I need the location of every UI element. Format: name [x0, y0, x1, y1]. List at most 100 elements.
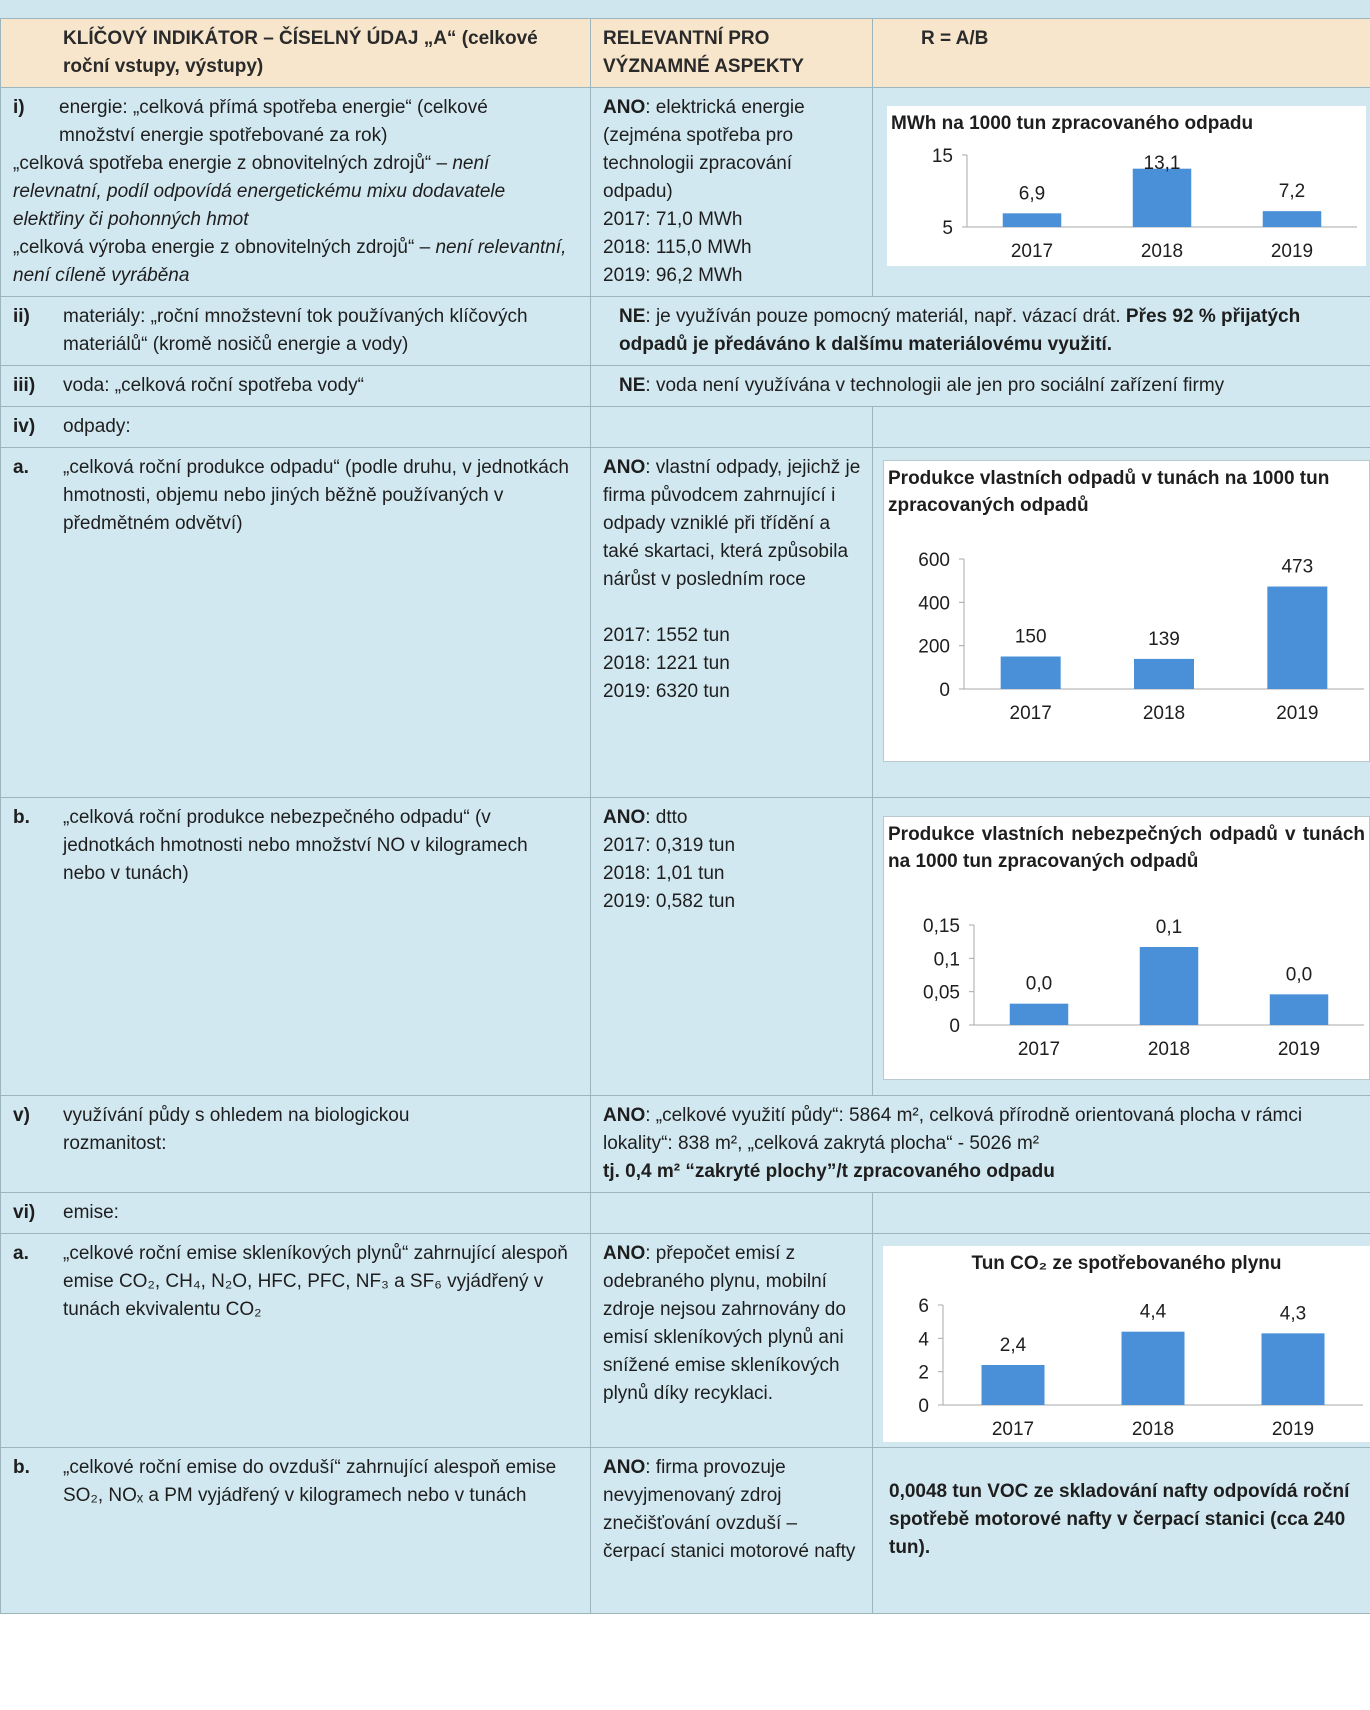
bar-2017 [981, 1365, 1045, 1405]
row-water: iii) voda: „celková roční spotřeba vody“ … [0, 365, 1370, 407]
bar-2018 [1121, 1331, 1185, 1405]
energy-num: i) [13, 97, 25, 118]
em-a-ratio: Tun CO₂ ze spotřebovaného plynu 0 2 4 6 2,4 2… [872, 1233, 1370, 1448]
row-waste-a: a. „celková roční produkce odpadu“ (podle… [0, 447, 1370, 798]
energy-2017: 2017: 71,0 MWh [603, 209, 743, 230]
top-strip [0, 0, 1370, 19]
y-tick-label: 200 [918, 637, 950, 658]
energy-chart-title: MWh na 1000 tun zpracovaného odpadu [891, 113, 1254, 134]
data-label-2019: 473 [1281, 557, 1313, 578]
waste-b-text: „celková roční produkce nebezpečného odp… [63, 807, 528, 884]
energy-ano: ANO [603, 97, 646, 118]
header-ratio: R = A/B [872, 18, 1370, 88]
bar-2018 [1134, 658, 1194, 689]
y-tick-label: 0,05 [923, 983, 960, 1004]
data-label-2017: 0,0 [1026, 974, 1052, 995]
y-tick-label: 0 [949, 1016, 960, 1037]
row-emissions: vi) emise: [0, 1192, 1370, 1234]
waste-b-2019: 2019: 0,582 tun [603, 891, 736, 912]
emissions-indicator: vi) emise: [0, 1192, 591, 1234]
x-tick-label-2018: 2018 [1141, 241, 1183, 262]
em-b-indicator: b. „celkové roční emise do ovzduší“ zahrn… [0, 1447, 591, 1614]
x-tick-label-2017: 2017 [992, 1419, 1034, 1440]
energy-renew-production-note: není relevantní, není cíleně vyráběna [13, 237, 567, 286]
waste-a-ratio: Produkce vlastních odpadů v tunách na 10… [872, 447, 1370, 798]
waste-a-num: a. [13, 457, 29, 478]
bar-2017 [1000, 656, 1061, 689]
x-tick-label-2017: 2017 [1010, 703, 1052, 724]
energy-text: energie: „celková přímá spotřeba energie… [59, 97, 488, 146]
y-tick-label: 5 [942, 218, 953, 239]
data-label-2018: 0,1 [1156, 917, 1182, 938]
y-tick-label: 2 [918, 1363, 929, 1384]
em-b-result: 0,0048 tun VOC ze skladování nafty odpov… [889, 1481, 1350, 1558]
y-tick-label: 0 [939, 680, 950, 701]
bar-2017 [1002, 213, 1062, 227]
em-b-aspect: ANO: firma provozuje nevyjmenovaný zdroj… [590, 1447, 873, 1614]
energy-2019: 2019: 96,2 MWh [603, 265, 743, 286]
waste-chart-title: Produkce vlastních odpadů v tunách na 10… [888, 468, 1330, 516]
data-label-2017: 2,4 [1000, 1335, 1027, 1356]
waste-a-indicator: a. „celková roční produkce odpadu“ (podle… [0, 447, 591, 798]
em-a-num: a. [13, 1243, 29, 1264]
y-tick-label: 0 [918, 1396, 929, 1417]
data-label-2018: 4,4 [1140, 1302, 1167, 1323]
materials-aspect: NE: je využíván pouze pomocný materiál, … [590, 296, 1370, 366]
waste-b-aspect: ANO: dtto 2017: 0,319 tun 2018: 1,01 tun… [590, 797, 873, 1096]
row-waste-b: b. „celková roční produkce nebezpečného o… [0, 797, 1370, 1096]
x-tick-label-2019: 2019 [1278, 1039, 1320, 1060]
energy-renew-production: „celková výroba energie z obnovitelných … [13, 237, 436, 258]
waste-aspect-empty [590, 406, 873, 448]
energy-2018: 2018: 115,0 MWh [603, 237, 752, 258]
data-label-2019: 0,0 [1286, 964, 1312, 985]
data-label-2018: 139 [1148, 629, 1180, 650]
waste-a-aspect-text: : vlastní odpady, jejichž je firma původ… [603, 457, 861, 590]
waste-b-aspect-text: : dtto [645, 807, 688, 828]
indicator-table: KLÍČOVÝ INDIKÁTOR – ČÍSELNÝ ÚDAJ „A“ (ce… [0, 18, 1370, 1614]
energy-indicator: i) energie: „celková přímá spotřeba energ… [0, 87, 591, 297]
row-materials: ii) materiály: „roční množstevní tok použ… [0, 296, 1370, 366]
waste-indicator: iv) odpady: [0, 406, 591, 448]
waste-a-2019: 2019: 6320 tun [603, 681, 730, 702]
y-tick-label: 400 [918, 593, 950, 614]
land-aspect: ANO: „celkové využití půdy“: 5864 m², ce… [590, 1095, 1370, 1193]
land-indicator: v) využívání půdy s ohledem na biologicko… [0, 1095, 591, 1193]
energy-aspect: ANO: elektrická energie (zejména spotřeb… [590, 87, 873, 297]
energy-ratio: MWh na 1000 tun zpracovaného odpadu 5 15 6… [872, 87, 1370, 297]
em-b-text: „celkové roční emise do ovzduší“ zahrnuj… [63, 1457, 557, 1506]
row-waste: iv) odpady: [0, 406, 1370, 448]
land-text: využívání půdy s ohledem na biologickou … [63, 1105, 410, 1154]
co2-chart-plot: 0 2 4 6 2,4 2017 4,4 2018 4,3 2019 [918, 1296, 1363, 1440]
y-tick-label: 15 [932, 146, 953, 167]
waste-chart: Produkce vlastních odpadů v tunách na 10… [883, 460, 1370, 762]
y-tick-label: 0,15 [923, 916, 960, 937]
y-tick-label: 4 [918, 1329, 929, 1350]
waste-b-ano: ANO [603, 807, 646, 828]
co2-chart-title: Tun CO₂ ze spotřebovaného plynu [971, 1253, 1282, 1274]
em-b-num: b. [13, 1457, 30, 1478]
energy-chart: MWh na 1000 tun zpracovaného odpadu 5 15 6… [887, 106, 1366, 266]
emissions-text: emise: [63, 1202, 119, 1223]
em-a-aspect-text: : přepočet emisí z odebraného plynu, mob… [603, 1243, 846, 1404]
bar-2019 [1262, 211, 1322, 227]
hazard-chart-title: Produkce vlastních nebezpečných odpadů v… [888, 824, 1365, 872]
data-label-2017: 150 [1015, 627, 1047, 648]
x-tick-label-2019: 2019 [1276, 703, 1318, 724]
waste-b-ratio: Produkce vlastních nebezpečných odpadů v… [872, 797, 1370, 1096]
em-b-ano: ANO [603, 1457, 646, 1478]
row-land: v) využívání půdy s ohledem na biologicko… [0, 1095, 1370, 1193]
x-tick-label-2017: 2017 [1018, 1039, 1060, 1060]
materials-ne: NE [619, 306, 646, 327]
y-tick-label: 6 [918, 1296, 929, 1317]
energy-chart-plot: 5 15 6,9 2017 13,1 2018 7,2 2019 [932, 146, 1357, 262]
row-em-a: a. „celkové roční emise skleníkových plyn… [0, 1233, 1370, 1448]
data-label-2019: 7,2 [1279, 181, 1305, 202]
land-num: v) [13, 1105, 30, 1126]
waste-a-2018: 2018: 1221 tun [603, 653, 730, 674]
table-header-row: KLÍČOVÝ INDIKÁTOR – ČÍSELNÝ ÚDAJ „A“ (ce… [0, 18, 1370, 88]
header-indicator: KLÍČOVÝ INDIKÁTOR – ČÍSELNÝ ÚDAJ „A“ (ce… [0, 18, 591, 88]
em-b-aspect-text: : firma provozuje nevyjmenovaný zdroj zn… [603, 1457, 856, 1562]
data-label-2018: 13,1 [1144, 153, 1181, 174]
bar-2018 [1132, 168, 1192, 227]
waste-b-num: b. [13, 807, 30, 828]
